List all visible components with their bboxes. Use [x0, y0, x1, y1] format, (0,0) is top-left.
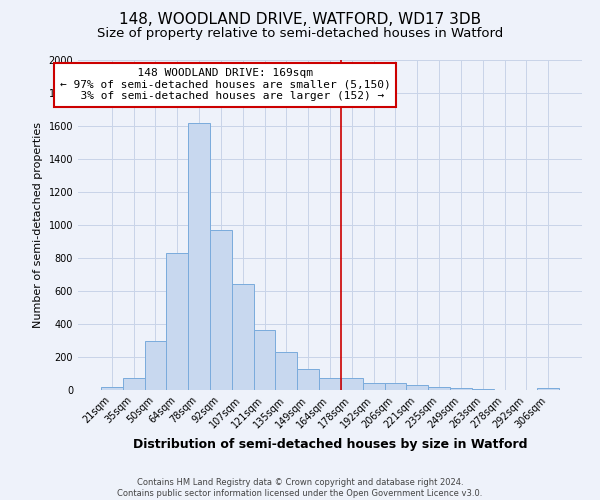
Bar [166, 253, 188, 390]
Bar [188, 122, 210, 390]
Text: Contains HM Land Registry data © Crown copyright and database right 2024.
Contai: Contains HM Land Registry data © Crown c… [118, 478, 482, 498]
Bar [341, 378, 363, 390]
Y-axis label: Number of semi-detached properties: Number of semi-detached properties [33, 122, 43, 328]
Bar [385, 384, 406, 390]
Text: 148 WOODLAND DRIVE: 169sqm  
← 97% of semi-detached houses are smaller (5,150)
 : 148 WOODLAND DRIVE: 169sqm ← 97% of semi… [60, 68, 391, 102]
Bar [363, 384, 385, 390]
Bar [254, 330, 275, 390]
Bar [319, 378, 341, 390]
Bar [428, 387, 450, 390]
X-axis label: Distribution of semi-detached houses by size in Watford: Distribution of semi-detached houses by … [133, 438, 527, 451]
Text: 148, WOODLAND DRIVE, WATFORD, WD17 3DB: 148, WOODLAND DRIVE, WATFORD, WD17 3DB [119, 12, 481, 28]
Bar [406, 386, 428, 390]
Bar [472, 389, 494, 390]
Bar [297, 368, 319, 390]
Bar [145, 340, 166, 390]
Bar [275, 352, 297, 390]
Bar [537, 388, 559, 390]
Bar [450, 388, 472, 390]
Bar [101, 386, 123, 390]
Bar [210, 230, 232, 390]
Bar [123, 378, 145, 390]
Bar [232, 284, 254, 390]
Text: Size of property relative to semi-detached houses in Watford: Size of property relative to semi-detach… [97, 28, 503, 40]
